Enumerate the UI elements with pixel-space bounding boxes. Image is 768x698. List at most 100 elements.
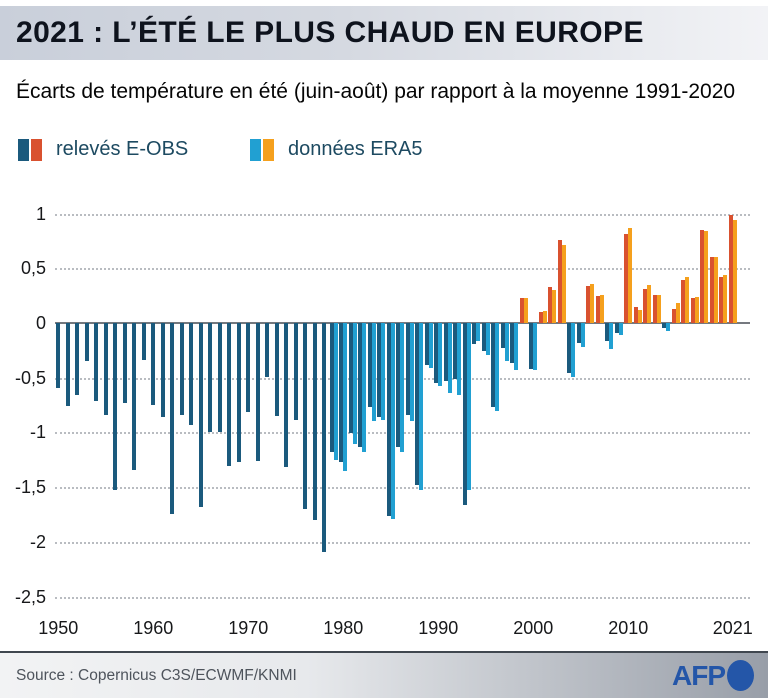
- bar-era5-2020: [723, 274, 728, 323]
- bar-era5-1985: [390, 323, 395, 519]
- bar-eobs-1998: [510, 323, 515, 364]
- bar-era5-2005: [580, 323, 585, 348]
- bar-eobs-1955: [103, 323, 108, 415]
- x-tick-label-1990: 1990: [418, 618, 459, 638]
- bar-era5-2015: [675, 303, 680, 323]
- bar-era5-1994: [476, 323, 481, 341]
- bar-eobs-1977: [312, 323, 317, 520]
- y-tick-label: 0: [35, 313, 46, 333]
- bar-eobs-1983: [367, 323, 372, 408]
- bar-eobs-2012: [643, 289, 648, 323]
- bar-eobs-1989: [424, 323, 429, 365]
- bar-eobs-2010: [624, 234, 629, 323]
- y-tick-label: 0,5: [20, 258, 46, 279]
- legend-item-era5: données ERA5: [250, 138, 423, 161]
- bar-eobs-1993: [462, 323, 467, 505]
- y-tick-label: -2,5: [14, 586, 46, 607]
- bar-era5-1988: [419, 323, 424, 491]
- bar-eobs-1985: [386, 323, 391, 516]
- bar-eobs-1965: [198, 323, 203, 507]
- bar-era5-2002: [552, 290, 557, 323]
- gridline: [55, 541, 750, 544]
- bar-eobs-1969: [236, 323, 241, 462]
- legend-label-era5: données ERA5: [288, 138, 423, 160]
- bar-eobs-1991: [443, 323, 448, 381]
- bar-eobs-2000: [529, 323, 534, 369]
- bar-eobs-2020: [719, 277, 724, 323]
- afp-logo: AFP: [672, 660, 754, 692]
- bar-eobs-1966: [208, 323, 213, 433]
- bar-eobs-1994: [472, 323, 477, 344]
- bar-eobs-1973: [274, 323, 279, 416]
- bar-eobs-1995: [481, 323, 486, 352]
- x-tick-label-2021: 2021: [712, 618, 753, 638]
- bar-era5-1987: [409, 323, 414, 422]
- bar-eobs-1978: [322, 323, 327, 552]
- bar-eobs-2008: [605, 323, 610, 341]
- eobs-positive-swatch: [31, 138, 42, 161]
- bar-era5-2019: [713, 257, 718, 323]
- bar-eobs-1961: [160, 323, 165, 418]
- header-band: 2021 : L’ÉTÉ LE PLUS CHAUD EN EUROPE: [0, 6, 768, 60]
- y-tick-label: -1: [29, 422, 46, 443]
- bar-era5-1981: [352, 323, 357, 445]
- bar-era5-2016: [685, 277, 690, 323]
- bar-eobs-1988: [415, 323, 420, 485]
- gridline: [55, 596, 750, 599]
- bar-eobs-1962: [170, 323, 175, 515]
- y-tick-label: -2: [29, 531, 46, 552]
- bar-era5-2021: [732, 220, 737, 323]
- bar-eobs-1963: [179, 323, 184, 415]
- legend-item-eobs: relevés E-OBS: [18, 138, 188, 161]
- bar-eobs-1987: [405, 323, 410, 415]
- bar-eobs-2014: [662, 323, 667, 329]
- bar-eobs-1992: [453, 323, 458, 379]
- chart-subtitle: Écarts de température en été (juin-août)…: [16, 80, 736, 103]
- bar-era5-1980: [343, 323, 348, 471]
- bar-era5-1993: [466, 323, 471, 491]
- bar-eobs-1971: [255, 323, 260, 461]
- bar-eobs-1986: [396, 323, 401, 447]
- bar-era5-1982: [362, 323, 367, 453]
- bar-era5-1992: [457, 323, 462, 396]
- bar-eobs-1970: [246, 323, 251, 412]
- bar-era5-1996: [495, 323, 500, 411]
- x-tick-label-1980: 1980: [323, 618, 364, 638]
- bar-era5-2006: [590, 283, 595, 323]
- x-tick-label-1950: 1950: [38, 618, 79, 638]
- bar-eobs-1950: [56, 323, 61, 388]
- bar-eobs-2005: [576, 323, 581, 343]
- bar-eobs-2007: [595, 295, 600, 323]
- bar-era5-1999: [523, 297, 528, 323]
- bar-era5-2017: [694, 296, 699, 323]
- bar-eobs-2019: [709, 257, 714, 323]
- bar-eobs-1982: [358, 323, 363, 447]
- bar-eobs-1968: [227, 323, 232, 467]
- bar-era5-2018: [704, 231, 709, 323]
- bar-era5-1995: [485, 323, 490, 355]
- afp-logo-text: AFP: [672, 659, 726, 691]
- bar-era5-1998: [514, 323, 519, 371]
- bar-era5-1979: [333, 323, 338, 460]
- bar-eobs-1980: [339, 323, 344, 462]
- bar-era5-1997: [504, 323, 509, 362]
- bar-era5-2007: [599, 294, 604, 323]
- bar-eobs-1997: [500, 323, 505, 349]
- x-tick-label-2000: 2000: [513, 618, 554, 638]
- bar-eobs-1964: [189, 323, 194, 425]
- bar-eobs-1999: [519, 297, 524, 323]
- y-tick-label: -1,5: [14, 477, 46, 498]
- bar-eobs-2002: [548, 286, 553, 323]
- bar-era5-1983: [371, 323, 376, 422]
- bar-eobs-1972: [265, 323, 270, 377]
- bar-eobs-1953: [84, 323, 89, 362]
- bar-era5-2011: [637, 309, 642, 323]
- bar-eobs-1990: [434, 323, 439, 384]
- bar-eobs-1951: [65, 323, 70, 407]
- x-tick-label-2010: 2010: [608, 618, 649, 638]
- bar-eobs-2003: [557, 239, 562, 323]
- footer-band: Source : Copernicus C3S/ECWMF/KNMI AFP: [0, 651, 768, 698]
- bar-eobs-2004: [567, 323, 572, 374]
- x-tick-label-1960: 1960: [133, 618, 174, 638]
- bar-eobs-2016: [681, 280, 686, 323]
